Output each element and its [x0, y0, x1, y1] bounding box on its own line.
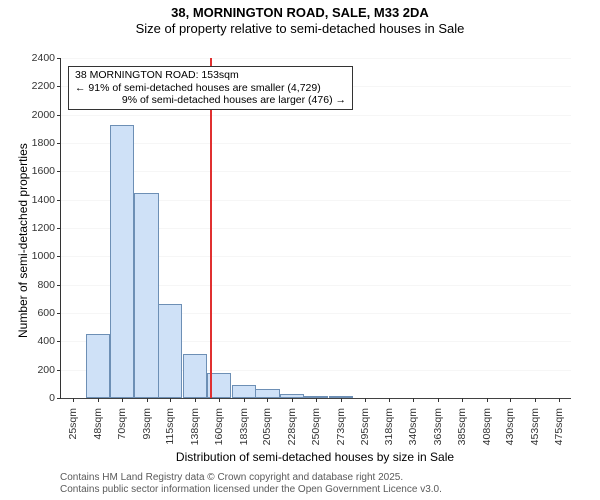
y-tick-label: 1600 [32, 165, 61, 177]
x-tick-mark [438, 398, 439, 402]
x-tick-label: 430sqm [504, 404, 516, 445]
y-tick-label: 200 [37, 364, 61, 376]
histogram-bar [134, 193, 158, 398]
x-tick-label: 318sqm [383, 404, 395, 445]
annotation-line: ← 91% of semi-detached houses are smalle… [75, 82, 346, 95]
histogram-bar [158, 304, 182, 398]
x-tick-label: 340sqm [407, 404, 419, 445]
x-tick-mark [462, 398, 463, 402]
y-tick-label: 2400 [32, 52, 61, 64]
y-tick-label: 1000 [32, 250, 61, 262]
x-tick-mark [73, 398, 74, 402]
y-tick-label: 400 [37, 335, 61, 347]
y-tick-label: 2000 [32, 109, 61, 121]
y-tick-label: 600 [37, 307, 61, 319]
y-gridline [61, 143, 571, 144]
x-tick-mark [98, 398, 99, 402]
x-tick-label: 453sqm [529, 404, 541, 445]
histogram-bar [255, 389, 279, 398]
annotation-box: 38 MORNINGTON ROAD: 153sqm← 91% of semi-… [68, 66, 353, 110]
y-tick-label: 1400 [32, 194, 61, 206]
x-tick-mark [365, 398, 366, 402]
x-tick-mark [219, 398, 220, 402]
y-tick-label: 1800 [32, 137, 61, 149]
chart-subtitle: Size of property relative to semi-detach… [0, 22, 600, 37]
chart-container: 38, MORNINGTON ROAD, SALE, M33 2DA Size … [0, 0, 600, 500]
x-tick-mark [413, 398, 414, 402]
x-axis-label: Distribution of semi-detached houses by … [60, 450, 570, 464]
x-tick-label: 408sqm [481, 404, 493, 445]
x-tick-mark [510, 398, 511, 402]
chart-title: 38, MORNINGTON ROAD, SALE, M33 2DA [0, 6, 600, 21]
y-tick-label: 800 [37, 279, 61, 291]
x-tick-label: 475sqm [553, 404, 565, 445]
x-tick-label: 25sqm [67, 404, 79, 440]
y-gridline [61, 58, 571, 59]
x-tick-mark [122, 398, 123, 402]
histogram-bar [86, 334, 110, 398]
title-line-1: 38, MORNINGTON ROAD, SALE, M33 2DA [0, 6, 600, 21]
x-tick-label: 160sqm [213, 404, 225, 445]
histogram-bar [110, 125, 134, 398]
x-tick-label: 250sqm [310, 404, 322, 445]
annotation-line: 38 MORNINGTON ROAD: 153sqm [75, 69, 346, 82]
x-tick-mark [487, 398, 488, 402]
x-tick-label: 48sqm [92, 404, 104, 440]
x-tick-mark [244, 398, 245, 402]
y-axis-label: Number of semi-detached properties [16, 143, 30, 338]
x-tick-mark [341, 398, 342, 402]
x-tick-label: 295sqm [359, 404, 371, 445]
x-tick-mark [292, 398, 293, 402]
x-tick-mark [195, 398, 196, 402]
footer-line: Contains HM Land Registry data © Crown c… [60, 472, 442, 484]
x-tick-label: 70sqm [116, 404, 128, 440]
x-tick-label: 273sqm [335, 404, 347, 445]
y-tick-label: 2200 [32, 80, 61, 92]
x-tick-label: 205sqm [261, 404, 273, 445]
x-tick-label: 183sqm [238, 404, 250, 445]
x-tick-label: 93sqm [141, 404, 153, 440]
annotation-line: 9% of semi-detached houses are larger (4… [75, 94, 346, 107]
x-tick-label: 363sqm [432, 404, 444, 445]
x-tick-mark [316, 398, 317, 402]
x-tick-mark [267, 398, 268, 402]
x-tick-label: 385sqm [456, 404, 468, 445]
title-line-2: Size of property relative to semi-detach… [0, 22, 600, 37]
x-tick-label: 138sqm [189, 404, 201, 445]
x-tick-mark [147, 398, 148, 402]
x-tick-mark [170, 398, 171, 402]
footer-line: Contains public sector information licen… [60, 484, 442, 496]
y-tick-label: 0 [49, 392, 61, 404]
histogram-bar [232, 385, 256, 398]
footer-attribution: Contains HM Land Registry data © Crown c… [60, 472, 442, 496]
histogram-bar [183, 354, 207, 398]
y-gridline [61, 115, 571, 116]
x-tick-label: 228sqm [286, 404, 298, 445]
x-tick-label: 115sqm [164, 404, 176, 445]
x-tick-mark [535, 398, 536, 402]
x-tick-mark [559, 398, 560, 402]
x-tick-mark [389, 398, 390, 402]
y-tick-label: 1200 [32, 222, 61, 234]
y-gridline [61, 171, 571, 172]
